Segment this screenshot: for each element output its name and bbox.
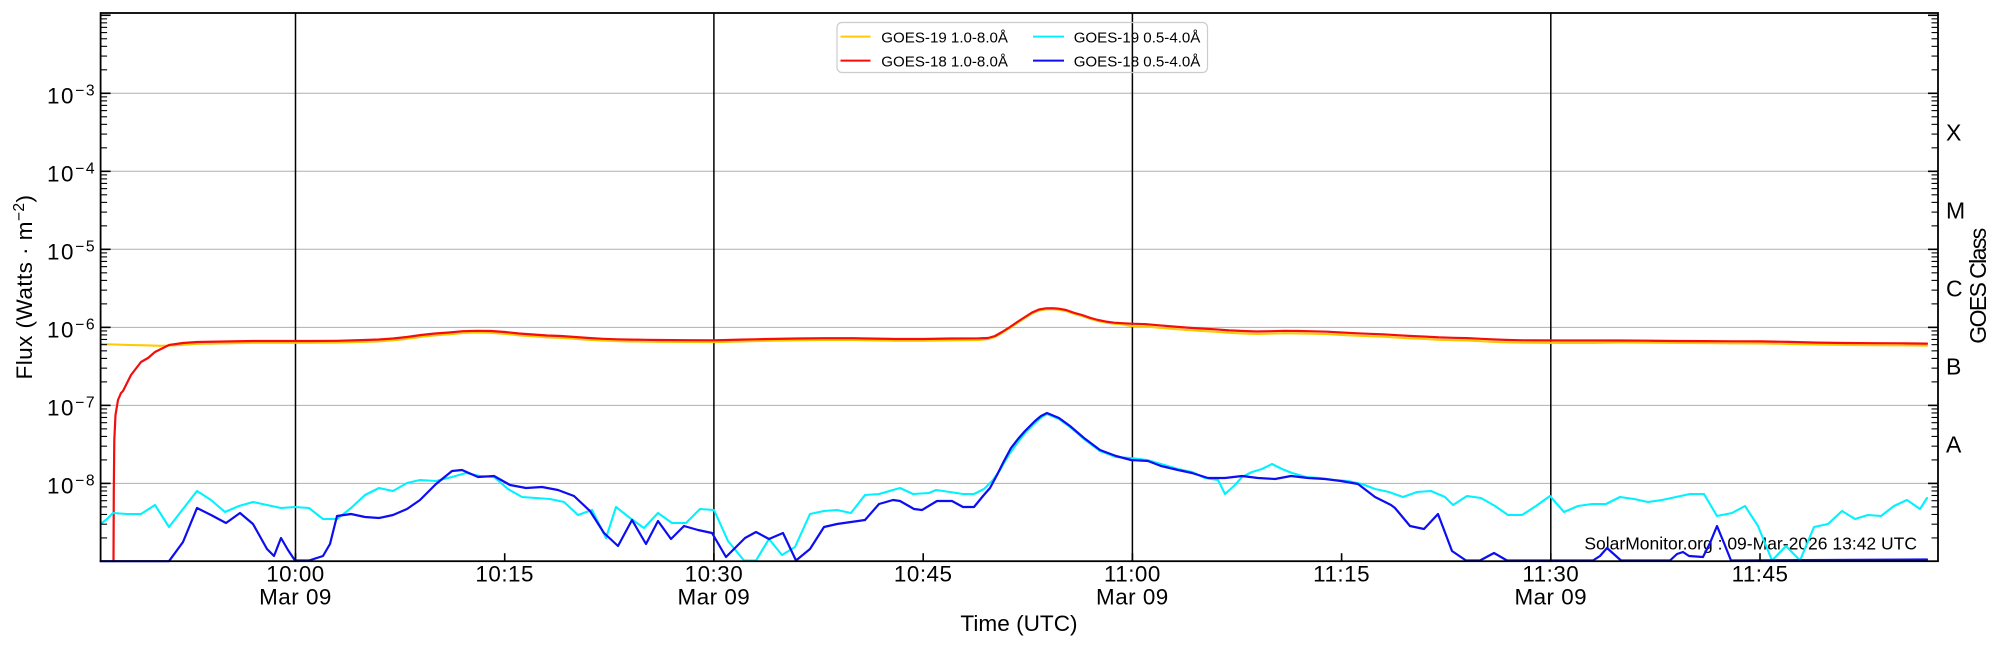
svg-text:GOES-19 1.0-8.0Å: GOES-19 1.0-8.0Å <box>881 30 1009 47</box>
svg-text:GOES-18 1.0-8.0Å: GOES-18 1.0-8.0Å <box>881 54 1009 71</box>
svg-text:A: A <box>1946 431 1962 457</box>
svg-text:M: M <box>1946 197 1965 223</box>
svg-text:10:15: 10:15 <box>475 562 534 587</box>
svg-text:GOES Class: GOES Class <box>1965 228 1991 343</box>
svg-text:Mar 09: Mar 09 <box>259 585 332 610</box>
svg-text:B: B <box>1946 353 1961 379</box>
svg-text:Flux (Watts · m−2): Flux (Watts · m−2) <box>11 195 37 380</box>
svg-text:11:30: 11:30 <box>1522 562 1579 587</box>
svg-text:X: X <box>1946 119 1961 145</box>
svg-text:Mar 09: Mar 09 <box>1514 585 1587 610</box>
svg-text:Mar 09: Mar 09 <box>1096 585 1169 610</box>
svg-text:10−3: 10−3 <box>47 83 96 109</box>
svg-text:10:00: 10:00 <box>266 562 325 587</box>
svg-text:10:30: 10:30 <box>685 562 744 587</box>
svg-text:C: C <box>1946 275 1963 301</box>
svg-text:Time (UTC): Time (UTC) <box>960 611 1077 636</box>
svg-text:10:45: 10:45 <box>894 562 953 587</box>
svg-text:11:45: 11:45 <box>1732 562 1789 587</box>
svg-text:Mar 09: Mar 09 <box>678 585 751 610</box>
svg-text:11:00: 11:00 <box>1104 562 1161 587</box>
svg-text:11:15: 11:15 <box>1313 562 1370 587</box>
svg-text:GOES-19 0.5-4.0Å: GOES-19 0.5-4.0Å <box>1074 30 1202 47</box>
svg-text:SolarMonitor.org : 09-Mar-2026: SolarMonitor.org : 09-Mar-2026 13:42 UTC <box>1584 534 1917 554</box>
svg-text:GOES-18 0.5-4.0Å: GOES-18 0.5-4.0Å <box>1074 54 1202 71</box>
